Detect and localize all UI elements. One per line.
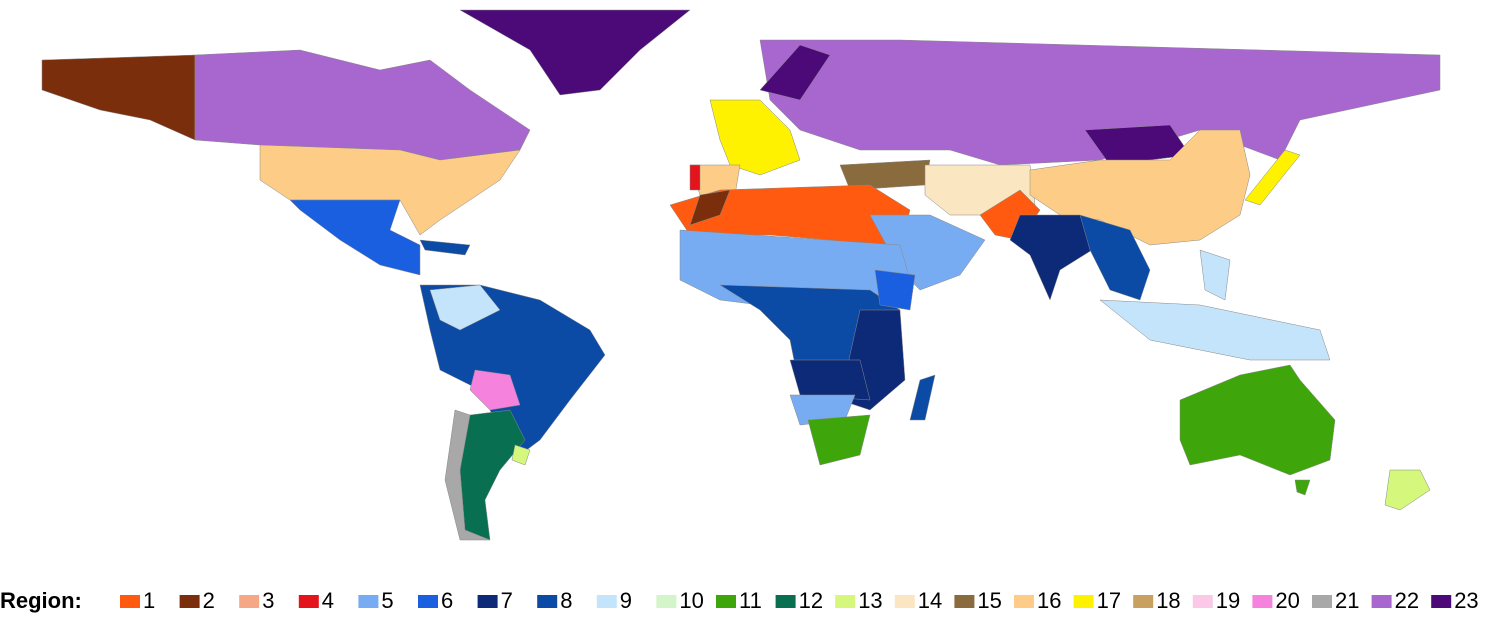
- legend-label: 2: [203, 588, 215, 613]
- countries: [41, 9, 1441, 541]
- south-africa: [807, 414, 871, 466]
- legend-label: 21: [1335, 588, 1359, 613]
- philippines: [1199, 249, 1231, 301]
- japan: [1244, 149, 1301, 206]
- legend-title: Region:: [0, 588, 82, 613]
- legend-label: 16: [1037, 588, 1061, 613]
- indonesia: [1099, 299, 1331, 361]
- morocco: [689, 189, 731, 226]
- legend-swatch: [477, 595, 498, 608]
- legend-swatch: [954, 595, 975, 608]
- legend-label: 14: [918, 588, 942, 613]
- uruguay: [511, 444, 531, 466]
- argentina: [459, 409, 526, 541]
- legend-swatch: [1252, 595, 1273, 608]
- legend-label: 4: [322, 588, 334, 613]
- legend-label: 5: [381, 588, 393, 613]
- legend-label: 6: [441, 588, 453, 613]
- legend-swatch: [179, 595, 200, 608]
- legend-label: 12: [799, 588, 823, 613]
- tasmania: [1294, 479, 1311, 496]
- southern-central-africa: [789, 359, 871, 401]
- legend-label: 20: [1275, 588, 1299, 613]
- new-zealand: [1384, 469, 1431, 511]
- legend-swatch: [1371, 595, 1392, 608]
- legend-swatch: [835, 595, 856, 608]
- legend-swatch: [596, 595, 617, 608]
- caribbean: [419, 239, 471, 256]
- legend-label: 11: [739, 588, 762, 613]
- legend-label: 22: [1395, 588, 1419, 613]
- legend-swatch: [1192, 595, 1213, 608]
- legend-swatch: [716, 595, 736, 608]
- andean-north: [429, 284, 501, 331]
- alaska: [41, 54, 196, 141]
- legend-swatch: [1073, 595, 1094, 608]
- australia: [1179, 364, 1336, 476]
- southeast-asia: [1079, 214, 1151, 301]
- legend-swatch: [1014, 595, 1034, 608]
- legend-label: 8: [560, 588, 572, 613]
- central-america: [289, 199, 421, 276]
- legend-swatch: [1312, 595, 1332, 608]
- legend-swatch: [1431, 595, 1452, 608]
- legend-label: 10: [679, 588, 703, 613]
- legend-label: 13: [858, 588, 882, 613]
- greenland: [459, 9, 691, 96]
- legend-label: 7: [501, 588, 513, 613]
- bolivia: [469, 369, 521, 411]
- legend-label: 23: [1454, 588, 1478, 613]
- legend: Region: 1 2 3 4 5 6 7 8 9 10 11 12 13 14 15 16 17 18 19 20 2…: [0, 588, 1479, 613]
- legend-label: 19: [1216, 588, 1240, 613]
- legend-label: 9: [620, 588, 632, 613]
- legend-swatch: [358, 595, 379, 608]
- western-europe: [709, 99, 801, 176]
- legend-label: 1: [143, 588, 155, 613]
- legend-label: 17: [1097, 588, 1121, 613]
- canada: [194, 49, 531, 161]
- usa: [259, 144, 521, 236]
- legend-swatch: [120, 595, 140, 608]
- legend-swatch: [775, 595, 796, 608]
- legend-label: 18: [1156, 588, 1180, 613]
- legend-label: 3: [262, 588, 274, 613]
- legend-label: 15: [977, 588, 1001, 613]
- chile: [444, 409, 491, 541]
- portugal: [689, 164, 701, 191]
- south-america: [419, 284, 606, 456]
- madagascar: [909, 374, 936, 421]
- legend-swatch: [656, 595, 677, 608]
- legend-swatch: [239, 595, 260, 608]
- legend-swatch: [537, 595, 558, 608]
- legend-swatch: [298, 595, 319, 608]
- legend-swatch: [894, 595, 915, 608]
- legend-swatch: [418, 595, 438, 608]
- legend-swatch: [1133, 595, 1154, 608]
- scandinavia: [759, 44, 831, 101]
- ethiopia: [874, 269, 916, 311]
